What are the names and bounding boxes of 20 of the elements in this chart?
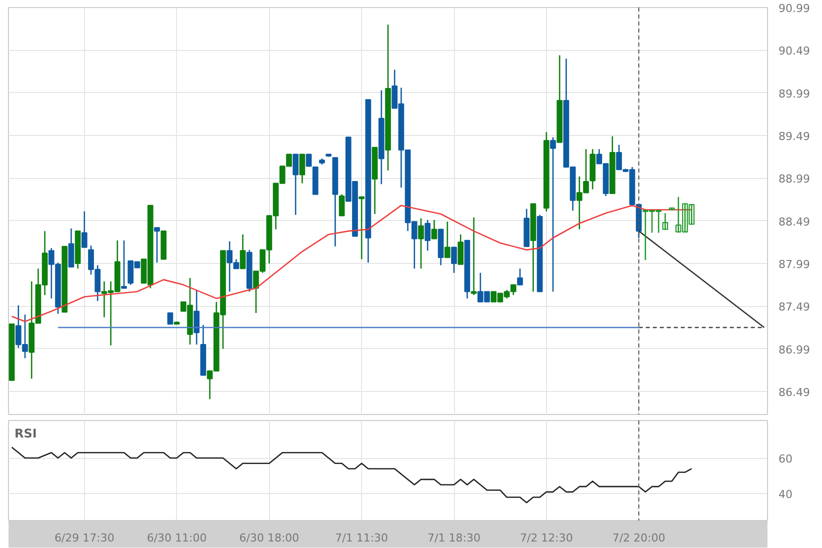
y-tick-label: 87.49: [778, 300, 810, 314]
y-tick-label: 87.99: [778, 258, 810, 271]
x-tick-label: 6/30 18:00: [239, 532, 300, 544]
y-tick-label: 88.49: [778, 215, 810, 228]
y-tick-label: 60: [778, 452, 792, 466]
x-tick-label: 6/30 11:00: [146, 532, 207, 544]
x-tick-label: 6/29 17:30: [54, 532, 114, 544]
y-tick-label: 89.99: [778, 87, 810, 100]
x-tick-label: 7/1 18:30: [428, 532, 480, 544]
y-tick-label: 86.99: [778, 343, 810, 356]
x-tick-label: 7/2 12:30: [520, 532, 573, 544]
y-tick-label: 89.49: [778, 130, 810, 143]
y-tick-label: 90.49: [778, 44, 810, 58]
y-tick-label: 88.99: [778, 172, 810, 186]
x-tick-label: 7/1 11:30: [335, 532, 388, 544]
x-tick-label: 7/2 20:00: [612, 532, 666, 544]
chart-title: RSI: [14, 426, 37, 440]
y-tick-label: 90.99: [778, 2, 810, 15]
y-tick-label: 40: [778, 488, 792, 502]
y-tick-label: 86.49: [778, 386, 810, 399]
